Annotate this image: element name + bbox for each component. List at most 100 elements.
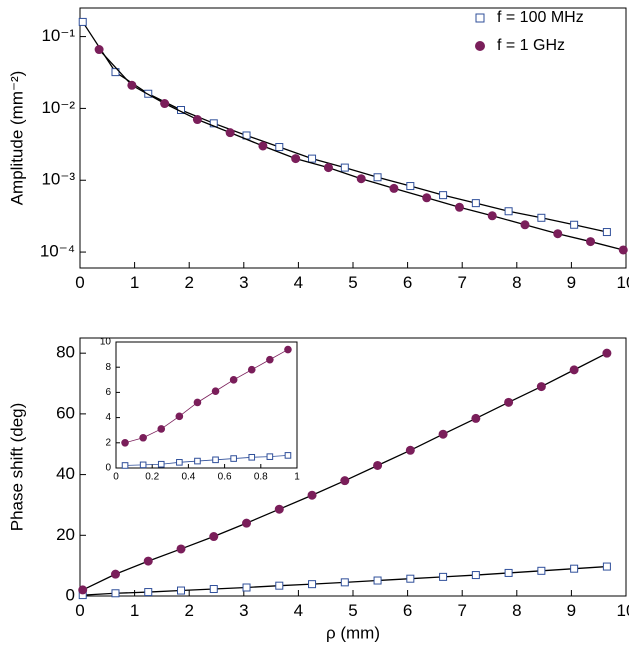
circle-marker xyxy=(536,382,546,392)
square-marker xyxy=(308,154,317,163)
square-marker xyxy=(139,461,147,469)
circle-marker xyxy=(110,569,120,579)
circle-marker xyxy=(258,141,268,151)
x-tick-label: 2 xyxy=(184,601,193,620)
circle-marker xyxy=(340,476,350,486)
square-marker xyxy=(194,457,201,465)
circle-marker xyxy=(176,544,186,554)
x-tick-label: 0.8 xyxy=(254,472,268,483)
circle-marker xyxy=(78,585,88,595)
circle-marker xyxy=(471,413,481,423)
circle-marker xyxy=(175,412,184,421)
y-tick-label: 80 xyxy=(56,343,75,362)
circle-marker xyxy=(307,490,317,500)
x-tick-label: 0 xyxy=(75,273,84,292)
x-tick-label: 9 xyxy=(567,273,576,292)
square-marker xyxy=(439,191,448,200)
x-tick-label: 8 xyxy=(512,273,521,292)
y-tick-label: 2 xyxy=(105,437,111,448)
circle-marker xyxy=(487,211,497,221)
square-marker xyxy=(570,564,579,573)
y-tick-label: 10⁻² xyxy=(41,98,75,117)
circle-marker xyxy=(242,518,252,528)
square-marker xyxy=(537,566,546,575)
square-marker xyxy=(144,588,153,597)
square-marker xyxy=(340,578,349,587)
circle-marker xyxy=(438,429,448,439)
circle-marker xyxy=(356,174,366,184)
square-marker xyxy=(275,581,284,590)
circle-marker xyxy=(454,202,464,212)
square-marker xyxy=(284,452,292,459)
circle-marker xyxy=(504,397,514,407)
square-marker xyxy=(602,228,611,237)
y-tick-label: 6 xyxy=(105,387,111,398)
x-tick-label: 4 xyxy=(294,273,303,292)
circle-marker xyxy=(139,433,147,442)
y-tick-label: 20 xyxy=(56,525,75,544)
x-tick-label: 7 xyxy=(457,273,466,292)
square-marker xyxy=(78,17,87,26)
square-marker xyxy=(209,119,218,128)
x-tick-label: 6 xyxy=(403,273,412,292)
x-tick-label: 1 xyxy=(294,472,300,483)
x-tick-label: 9 xyxy=(567,601,576,620)
square-marker xyxy=(121,462,129,469)
x-tick-label: 8 xyxy=(512,601,521,620)
circle-marker xyxy=(247,365,256,374)
square-marker xyxy=(230,455,237,462)
circle-marker xyxy=(160,99,170,109)
legend-label: f = 100 MHz xyxy=(497,9,584,26)
plot-frame xyxy=(79,7,627,269)
circle-marker xyxy=(209,532,219,542)
square-marker xyxy=(248,453,256,461)
circle-marker xyxy=(225,128,235,138)
x-axis-label: ρ (mm) xyxy=(326,623,380,642)
x-tick-label: 0.4 xyxy=(181,472,195,483)
legend-marker xyxy=(475,41,485,51)
fit-line xyxy=(125,455,288,466)
square-marker xyxy=(275,143,284,152)
square-marker xyxy=(176,459,183,466)
square-marker xyxy=(373,173,382,182)
circle-marker xyxy=(274,504,284,514)
circle-marker xyxy=(618,245,628,255)
y-tick-label: 10⁻³ xyxy=(41,170,75,189)
x-tick-label: 5 xyxy=(348,601,357,620)
circle-marker xyxy=(94,45,104,55)
circle-marker xyxy=(284,345,292,354)
y-axis-label: Phase shift (deg) xyxy=(7,403,26,532)
y-tick-label: 0 xyxy=(105,463,111,474)
y-tick-label: 40 xyxy=(56,464,75,483)
x-tick-label: 0 xyxy=(75,601,84,620)
legend-label: f = 1 GHz xyxy=(497,37,565,54)
circle-marker xyxy=(602,348,612,358)
square-marker xyxy=(537,213,546,222)
circle-marker xyxy=(143,556,153,566)
x-tick-label: 3 xyxy=(239,601,248,620)
circle-marker xyxy=(586,237,596,247)
square-marker xyxy=(504,207,513,216)
x-tick-label: 4 xyxy=(294,601,303,620)
x-tick-label: 0 xyxy=(113,472,119,483)
square-marker xyxy=(439,572,448,581)
y-tick-label: 10⁻⁴ xyxy=(40,242,75,261)
x-tick-label: 0.2 xyxy=(145,472,159,483)
circle-marker xyxy=(229,376,238,384)
x-tick-label: 6 xyxy=(403,601,412,620)
square-marker xyxy=(373,576,382,585)
square-marker xyxy=(242,583,251,592)
x-tick-label: 1 xyxy=(130,273,139,292)
square-marker xyxy=(209,585,218,594)
square-marker xyxy=(177,586,186,595)
y-tick-label: 0 xyxy=(66,585,75,604)
square-marker xyxy=(406,574,415,583)
square-marker xyxy=(212,456,219,464)
circle-marker xyxy=(157,425,166,433)
square-marker xyxy=(157,460,165,468)
circle-marker xyxy=(569,365,579,375)
square-marker xyxy=(266,453,274,460)
circle-marker xyxy=(422,193,432,203)
circle-marker xyxy=(193,398,202,407)
